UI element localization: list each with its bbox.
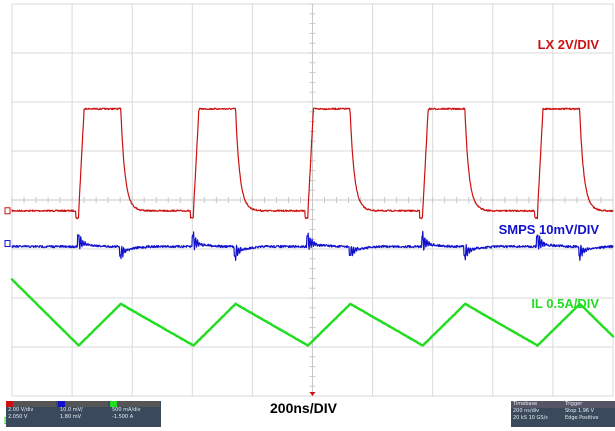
smps-trace	[11, 230, 614, 261]
timebase-trigger-panel: Timebase 200 ns/div 20 kS 10 GS/s Trigge…	[511, 401, 615, 427]
smps-trace-label: SMPS 10mV/DIV	[498, 222, 599, 237]
channel-2-ground-marker	[4, 240, 11, 248]
il-trace-label: IL 0.5A/DIV	[531, 296, 599, 311]
channel-markers	[4, 207, 11, 424]
timebase-readout[interactable]: Timebase 200 ns/div 20 kS 10 GS/s	[511, 401, 563, 427]
channel-readout-panel: 2.00 V/div 2.050 V 10.0 mV/ 1.80 mV 500 …	[6, 401, 161, 427]
timebase-label: 200ns/DIV	[270, 400, 337, 416]
ch3-readout[interactable]: 500 mA/div -1.500 A	[110, 401, 160, 427]
ch1-readout[interactable]: 2.00 V/div 2.050 V	[6, 401, 56, 427]
trigger-readout[interactable]: Trigger Stop 1.96 V Edge Positive	[563, 401, 615, 427]
ch2-readout[interactable]: 10.0 mV/ 1.80 mV	[58, 401, 108, 427]
lx-trace	[11, 107, 614, 220]
channel-1-ground-marker	[4, 207, 11, 215]
lx-trace-label: LX 2V/DIV	[537, 37, 599, 52]
trace-layer	[10, 107, 615, 347]
graticule	[11, 3, 614, 397]
trigger-position-marker	[309, 392, 316, 396]
il-trace	[10, 278, 615, 347]
